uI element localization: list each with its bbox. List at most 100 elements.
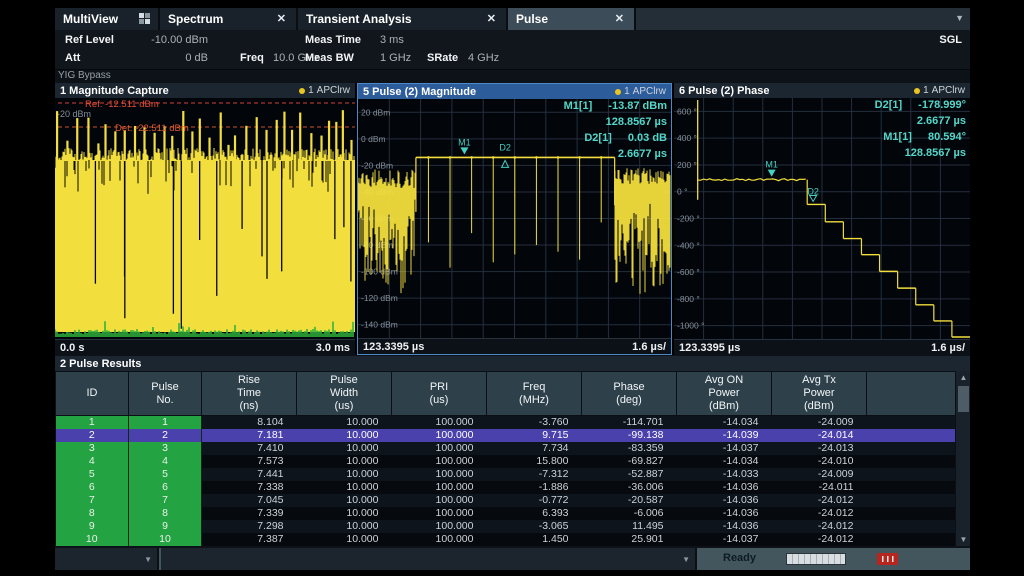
table-cell: -14.036 [677, 520, 772, 533]
table-cell [867, 481, 956, 494]
svg-text:-120 dBm: -120 dBm [361, 294, 398, 304]
table-cell [867, 416, 956, 430]
tab-spectrum-label: Spectrum [168, 12, 223, 26]
table-cell: 10.000 [297, 481, 392, 494]
table-cell: -36.006 [582, 481, 677, 494]
table-cell: 10 [129, 533, 202, 546]
marker-position: 128.8567 µs [905, 147, 966, 159]
svg-text:-140 dBm: -140 dBm [361, 320, 398, 330]
table-row[interactable]: 10107.38710.000100.0001.45025.901-14.037… [56, 533, 956, 546]
tab-spectrum[interactable]: Spectrum ✕ [160, 8, 298, 30]
table-cell: -114.701 [582, 416, 677, 430]
table-row[interactable]: 777.04510.000100.000-0.772-20.587-14.036… [56, 494, 956, 507]
table-cell: 9 [129, 520, 202, 533]
marker-readout: D2[1]-178.999° 2.6677 µs M1[1]80.594° 12… [875, 99, 966, 163]
tab-bar-filler: ▼ [636, 8, 970, 30]
table-cell [867, 494, 956, 507]
close-tab-icon[interactable]: ✕ [275, 12, 288, 25]
svg-text:600 °: 600 ° [677, 107, 697, 117]
table-cell: 7.387 [202, 533, 297, 546]
window-title-bar[interactable]: 1 Magnitude Capture 1 APClrw [55, 83, 355, 98]
table-cell: 7.573 [202, 455, 297, 468]
table-row[interactable]: 667.33810.000100.000-1.886-36.006-14.036… [56, 481, 956, 494]
pulse-phase-plot[interactable]: D2[1]-178.999° 2.6677 µs M1[1]80.594° 12… [674, 98, 970, 339]
tab-pulse[interactable]: Pulse ✕ [508, 8, 636, 30]
column-header: ID [56, 372, 129, 416]
table-cell: -14.036 [677, 494, 772, 507]
tab-multiview[interactable]: MultiView [55, 8, 160, 30]
att-field: Att [65, 52, 80, 64]
status-dropdown[interactable]: ▼ [55, 548, 159, 570]
table-cell: 9 [56, 520, 129, 533]
table-cell: -24.012 [772, 494, 867, 507]
table-row[interactable]: 118.10410.000100.000-3.760-114.701-14.03… [56, 416, 956, 430]
table-cell: 10.000 [297, 507, 392, 520]
table-cell: 1 [56, 416, 129, 430]
table-cell: -24.010 [772, 455, 867, 468]
table-cell: -0.772 [487, 494, 582, 507]
table-cell [867, 455, 956, 468]
magnitude-capture-plot[interactable]: -20 dBmRef. -12.511 dBmDet. -22.511 dBm [55, 98, 355, 339]
table-row[interactable]: 557.44110.000100.000-7.312-52.887-14.033… [56, 468, 956, 481]
x-axis-end: 3.0 ms [316, 342, 350, 354]
column-header: Avg ON Power (dBm) [677, 372, 772, 416]
close-tab-icon[interactable]: ✕ [485, 12, 498, 25]
table-cell: -14.039 [677, 429, 772, 442]
table-cell: 100.000 [392, 468, 487, 481]
message-field[interactable]: ▼ [161, 548, 697, 570]
trace-indicator: 1 APClrw [914, 85, 965, 96]
table-cell: 7.734 [487, 442, 582, 455]
pulse-magnitude-plot[interactable]: M1[1]-13.87 dBm 128.8567 µs D2[1]0.03 dB… [358, 99, 671, 338]
yig-bypass-label: YIG Bypass [55, 70, 970, 83]
table-cell: -14.033 [677, 468, 772, 481]
table-cell: 7 [56, 494, 129, 507]
plot-x-axis-bar: 123.3395 µs 1.6 µs/ [358, 338, 671, 354]
table-cell: -14.034 [677, 416, 772, 430]
tab-transient-analysis[interactable]: Transient Analysis ✕ [298, 8, 508, 30]
tab-list-dropdown-icon[interactable]: ▼ [955, 13, 964, 23]
table-cell: 3 [56, 442, 129, 455]
svg-text:0 dBm: 0 dBm [361, 134, 386, 144]
marker-position: 2.6677 µs [917, 115, 966, 127]
channel-tab-bar: MultiView Spectrum ✕ Transient Analysis … [55, 8, 970, 30]
table-row[interactable]: 227.18110.000100.0009.715-99.138-14.039-… [56, 429, 956, 442]
table-cell: 6 [56, 481, 129, 494]
dropdown-arrow-icon: ▼ [144, 555, 152, 564]
table-cell: 6.393 [487, 507, 582, 520]
table-scrollbar[interactable]: ▲ ▼ [955, 371, 970, 546]
svg-text:-800 °: -800 ° [677, 294, 700, 304]
analyzer-screen: MultiView Spectrum ✕ Transient Analysis … [0, 0, 1024, 576]
scrollbar-thumb[interactable] [958, 386, 969, 412]
scroll-up-icon[interactable]: ▲ [956, 371, 971, 384]
table-cell: -24.009 [772, 468, 867, 481]
window-title-bar[interactable]: 5 Pulse (2) Magnitude 1 APClrw [358, 84, 671, 99]
svg-text:D2: D2 [499, 143, 511, 153]
table-cell: 1.450 [487, 533, 582, 546]
marker-position: 2.6677 µs [618, 148, 667, 160]
meas-bw-field: Meas BW [305, 52, 354, 64]
column-header: Phase (deg) [582, 372, 677, 416]
column-header: Pulse Width (us) [297, 372, 392, 416]
table-cell: -24.012 [772, 520, 867, 533]
table-cell: -99.138 [582, 429, 677, 442]
table-row[interactable]: 887.33910.000100.0006.393-6.006-14.036-2… [56, 507, 956, 520]
scroll-down-icon[interactable]: ▼ [956, 533, 971, 546]
table-cell: 1 [129, 416, 202, 430]
table-row[interactable]: 997.29810.000100.000-3.06511.495-14.036-… [56, 520, 956, 533]
table-row[interactable]: 337.41010.000100.0007.734-83.359-14.037-… [56, 442, 956, 455]
table-cell: 5 [56, 468, 129, 481]
table-cell: -24.012 [772, 533, 867, 546]
table-row[interactable]: 447.57310.000100.00015.800-69.827-14.034… [56, 455, 956, 468]
rs-logo-icon [877, 553, 898, 565]
results-title-bar[interactable]: 2 Pulse Results [55, 356, 970, 371]
table-cell: 100.000 [392, 533, 487, 546]
tab-transient-analysis-label: Transient Analysis [306, 12, 412, 26]
close-tab-icon[interactable]: ✕ [613, 12, 626, 25]
freq-field: Freq [240, 52, 264, 64]
table-cell: 10.000 [297, 520, 392, 533]
x-axis-scale: 1.6 µs/ [931, 342, 965, 354]
table-cell [867, 507, 956, 520]
window-title-bar[interactable]: 6 Pulse (2) Phase 1 APClrw [674, 83, 970, 98]
trace-color-dot-icon [615, 89, 621, 95]
table-cell: -24.011 [772, 481, 867, 494]
